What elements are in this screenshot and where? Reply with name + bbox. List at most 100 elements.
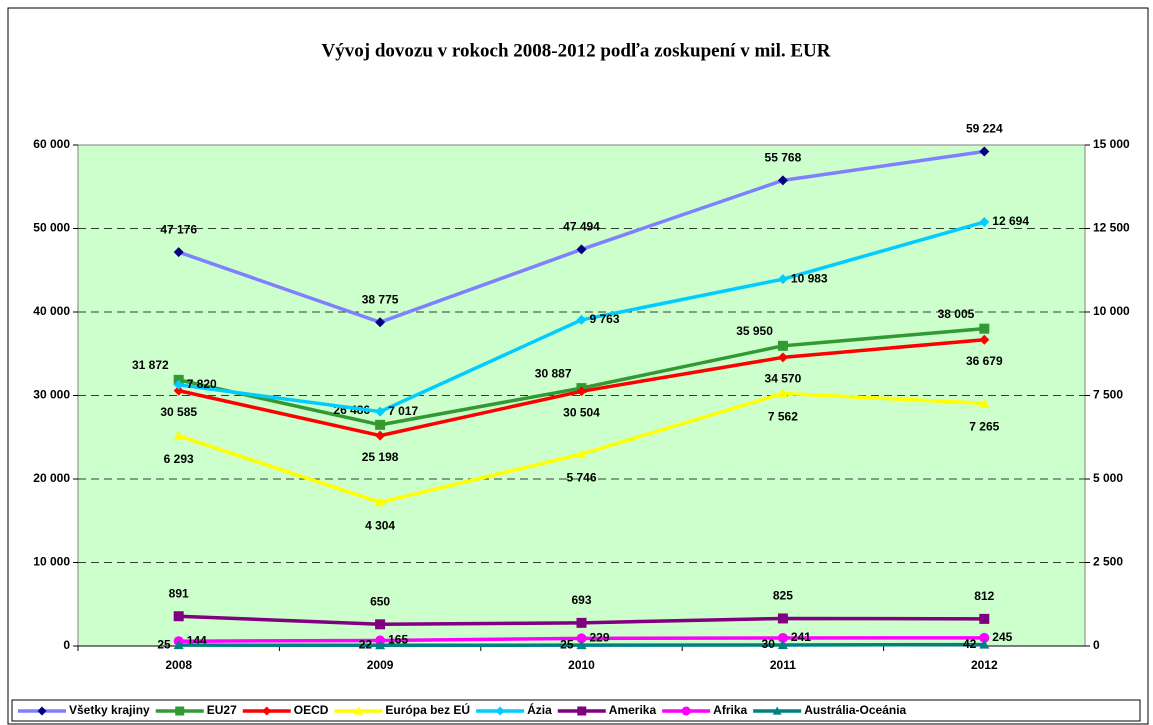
marker — [777, 632, 788, 643]
data-label: 36 679 — [966, 354, 1003, 368]
data-label: 7 265 — [969, 420, 999, 434]
x-tick-label: 2009 — [367, 658, 394, 672]
marker — [375, 317, 386, 328]
marker — [777, 340, 788, 351]
marker — [777, 352, 788, 363]
marker — [576, 640, 587, 650]
y-tick-label: 20 000 — [33, 471, 70, 485]
marker — [979, 613, 990, 624]
marker — [576, 314, 587, 325]
data-label: 891 — [169, 586, 189, 600]
y2-tick-label: 5 000 — [1093, 471, 1123, 485]
y-tick-label: 0 — [63, 638, 70, 652]
marker — [495, 706, 505, 716]
x-tick-label: 2012 — [971, 658, 998, 672]
legend-label: Austrália-Oceánia — [804, 703, 906, 717]
marker — [375, 430, 386, 441]
data-label: 812 — [974, 589, 994, 603]
marker — [262, 706, 272, 716]
x-tick-label: 2008 — [165, 658, 192, 672]
legend-label: Ázia — [527, 702, 552, 717]
data-label: 6 293 — [164, 452, 194, 466]
data-label: 5 746 — [566, 470, 596, 484]
data-label: 42 — [963, 637, 977, 651]
marker — [173, 640, 184, 650]
data-label: 30 504 — [563, 405, 600, 419]
marker — [576, 244, 587, 255]
y-tick-label: 60 000 — [33, 137, 70, 151]
chart-title: Vývoj dovozu v rokoch 2008-2012 podľa zo… — [322, 40, 831, 61]
data-label: 10 983 — [791, 271, 828, 285]
legend-label: Všetky krajiny — [69, 703, 150, 717]
data-label: 7 017 — [388, 404, 418, 418]
marker — [979, 146, 990, 157]
marker — [772, 706, 782, 715]
marker — [577, 706, 587, 716]
data-label: 38 775 — [362, 292, 399, 306]
marker — [375, 419, 386, 430]
data-label: 825 — [773, 589, 793, 603]
y2-tick-label: 10 000 — [1093, 304, 1130, 318]
marker — [777, 175, 788, 186]
legend-label: OECD — [294, 703, 329, 717]
y2-tick-label: 0 — [1093, 638, 1100, 652]
data-label: 35 950 — [736, 324, 773, 338]
data-label: 31 872 — [132, 358, 169, 372]
marker — [979, 639, 990, 649]
marker — [576, 617, 587, 628]
marker — [175, 706, 185, 716]
marker — [777, 388, 788, 398]
marker — [576, 449, 587, 459]
data-label: 25 198 — [362, 450, 399, 464]
x-tick-label: 2010 — [568, 658, 595, 672]
marker — [375, 406, 386, 417]
marker — [173, 379, 184, 390]
marker — [576, 633, 587, 644]
marker — [353, 706, 363, 715]
data-label: 59 224 — [966, 122, 1003, 136]
y-tick-label: 10 000 — [33, 555, 70, 569]
legend-label: EU27 — [207, 703, 237, 717]
data-label: 25 — [560, 637, 574, 651]
data-label: 7 820 — [187, 377, 217, 391]
marker — [979, 217, 990, 228]
marker — [777, 274, 788, 285]
data-label: 30 887 — [535, 366, 572, 380]
data-label: 229 — [590, 631, 610, 645]
data-label: 4 304 — [365, 518, 395, 532]
marker — [979, 334, 990, 345]
y-tick-label: 40 000 — [33, 304, 70, 318]
y2-tick-label: 12 500 — [1093, 221, 1130, 235]
data-label: 38 005 — [938, 307, 975, 321]
y-tick-label: 30 000 — [33, 388, 70, 402]
data-label: 693 — [571, 593, 591, 607]
y2-tick-label: 15 000 — [1093, 137, 1130, 151]
marker — [681, 706, 691, 716]
marker — [979, 323, 990, 334]
marker — [173, 385, 184, 396]
data-label: 241 — [791, 630, 811, 644]
data-label: 30 585 — [160, 405, 197, 419]
marker — [979, 398, 990, 408]
y-tick-label: 50 000 — [33, 221, 70, 235]
marker — [37, 706, 47, 716]
x-tick-label: 2011 — [770, 658, 796, 672]
marker — [375, 640, 386, 650]
data-label: 55 768 — [765, 151, 802, 165]
marker — [979, 632, 990, 643]
data-label: 22 — [359, 637, 373, 651]
legend-label: Afrika — [713, 703, 747, 717]
data-label: 650 — [370, 594, 390, 608]
data-label: 34 570 — [765, 372, 802, 386]
data-label: 245 — [992, 630, 1012, 644]
marker — [173, 611, 184, 622]
marker — [777, 639, 788, 649]
data-label: 47 494 — [563, 220, 600, 234]
marker — [576, 386, 587, 397]
data-label: 9 763 — [590, 312, 620, 326]
y2-tick-label: 2 500 — [1093, 555, 1123, 569]
data-label: 47 176 — [160, 222, 197, 236]
marker — [375, 619, 386, 630]
data-label: 12 694 — [992, 214, 1029, 228]
